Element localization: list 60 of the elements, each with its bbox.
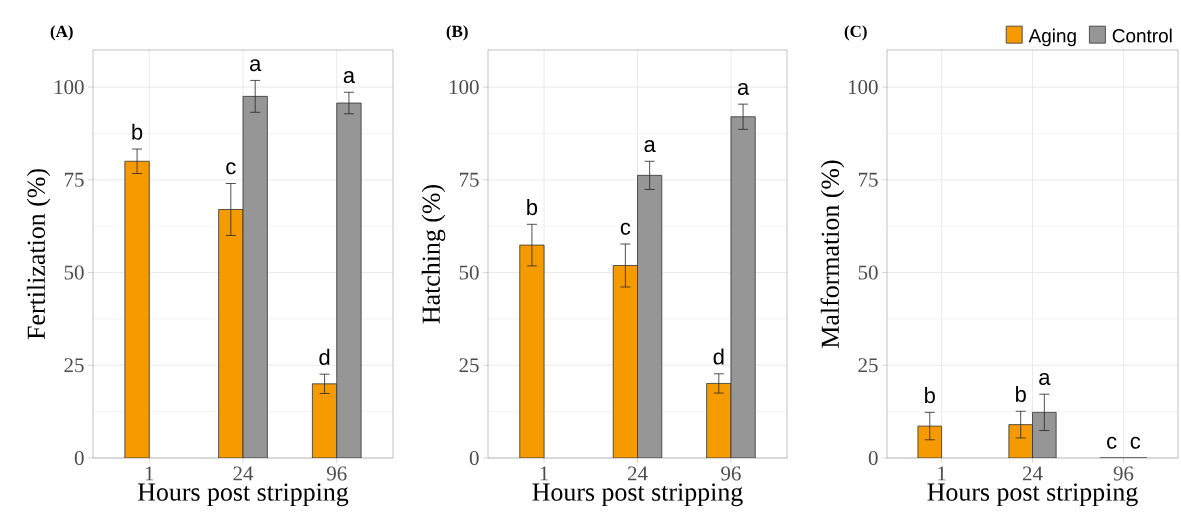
x-tick-label: 24 [627,466,648,481]
annotation: b [925,387,935,404]
chart-title: (B) [446,25,468,41]
annotation: d [713,348,724,365]
bar [242,95,268,458]
x-tick-label: 1 [938,466,946,481]
x-tick-label: 24 [233,466,254,481]
y-tick-label: 0 [74,450,84,466]
y-tick-label: 75 [858,172,878,187]
y-tick-label: 100 [449,80,479,95]
x-tick-label: 1 [540,466,549,481]
bar [637,174,663,458]
annotation: c [620,222,631,235]
annotation: c [1107,436,1117,449]
y-tick-label: 75 [64,172,84,187]
y-tick-label: 50 [858,265,878,280]
y-tick-label: 0 [868,450,878,466]
annotation: a [343,71,356,84]
x-axis-title: Hours post stripping [137,483,349,507]
bar [124,160,150,458]
annotation: a [737,82,750,95]
x-tick-label: 96 [721,466,741,481]
annotation: a [1039,372,1051,386]
x-tick-label: 96 [326,466,347,481]
bar [336,102,362,458]
bar [730,116,756,458]
y-axis-title: Hatching (%) [421,185,446,324]
annotation: c [226,162,236,175]
annotation: a [250,59,262,72]
chart-title: (C) [844,25,867,41]
y-axis-title: Malformation (%) [820,160,845,348]
annotation: d [319,348,330,365]
bar [519,244,545,458]
y-tick-label: 100 [54,80,84,95]
legend-label: Control [1112,28,1172,43]
y-tick-label: 50 [459,265,479,280]
y-tick-label: 75 [459,172,479,187]
x-tick-label: 1 [145,466,154,481]
y-tick-label: 50 [64,265,84,280]
bar [612,265,638,458]
x-axis-title: Hours post stripping [532,483,743,507]
x-axis-title: Hours post stripping [927,483,1138,507]
chart-title: (A) [50,25,73,41]
bar [218,209,244,458]
annotation: c [1130,436,1141,449]
y-tick-label: 0 [469,450,479,466]
bar [311,383,338,458]
annotation: b [132,123,143,140]
y-axis-title: Fertilization (%) [26,169,51,340]
y-tick-label: 100 [848,80,878,95]
annotation: b [527,199,538,216]
y-tick-label: 25 [858,358,878,373]
y-tick-label: 25 [64,358,84,373]
x-tick-label: 96 [1113,466,1134,481]
bar [706,383,732,458]
annotation: a [644,140,656,153]
annotation: b [1016,385,1026,403]
x-tick-label: 24 [1022,466,1043,481]
legend-label: Aging [1028,28,1076,47]
y-tick-label: 25 [459,358,479,373]
